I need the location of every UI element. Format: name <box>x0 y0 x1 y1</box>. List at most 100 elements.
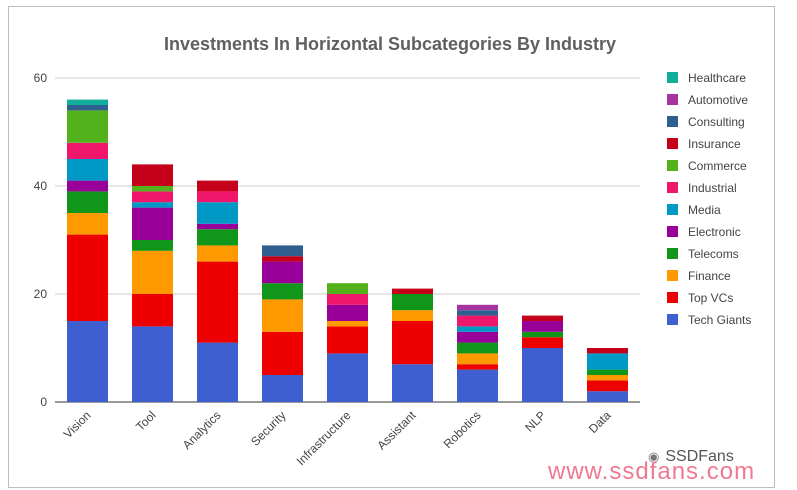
bar-segment <box>262 283 303 300</box>
bar-segment <box>457 353 498 365</box>
bar-segment <box>522 321 563 332</box>
bar-segment <box>67 159 108 181</box>
legend-label: Top VCs <box>688 291 733 305</box>
bar-segment <box>457 331 498 343</box>
bar-segment <box>327 304 368 321</box>
legend-swatch <box>667 116 678 127</box>
bar-segment <box>132 294 173 327</box>
bar-segment <box>67 213 108 235</box>
legend-swatch <box>667 138 678 149</box>
legend-swatch <box>667 292 678 303</box>
bar-segment <box>392 310 433 321</box>
x-tick-label: Infrastructure <box>294 408 354 468</box>
bar-segment <box>262 331 303 375</box>
bar-segment <box>197 261 238 343</box>
bar-segment <box>327 283 368 294</box>
bar-segment <box>392 321 433 365</box>
bar-segment <box>262 375 303 402</box>
y-tick-label: 0 <box>40 395 47 409</box>
legend-swatch <box>667 182 678 193</box>
x-tick-label: Assistant <box>374 408 419 453</box>
x-tick-label: Robotics <box>441 408 484 451</box>
y-tick-label: 60 <box>34 71 48 85</box>
legend-swatch <box>667 72 678 83</box>
bar-segment <box>457 304 498 311</box>
watermark-url: www.ssdfans.com <box>548 458 756 485</box>
bar-segment <box>132 164 173 186</box>
legend-swatch <box>667 94 678 105</box>
legend-swatch <box>667 248 678 259</box>
y-tick-label: 20 <box>34 287 48 301</box>
bar-segment <box>197 191 238 203</box>
legend-label: Healthcare <box>688 71 746 85</box>
bar-segment <box>197 202 238 224</box>
legend-label: Media <box>688 203 721 217</box>
bar-segment <box>587 348 628 354</box>
bar-segment <box>327 353 368 402</box>
bar-segment <box>587 353 628 370</box>
bar-segment <box>132 202 173 208</box>
legend-label: Electronic <box>688 225 741 239</box>
bar-segment <box>522 315 563 321</box>
bar-segment <box>67 321 108 402</box>
bar-segment <box>197 223 238 230</box>
bar-segment <box>67 105 108 111</box>
x-tick-label: Analytics <box>180 408 224 452</box>
legend-label: Telecoms <box>688 247 739 261</box>
y-tick-label: 40 <box>34 179 48 193</box>
legend-label: Consulting <box>688 115 745 129</box>
bar-segment <box>67 110 108 143</box>
bar-segment <box>197 180 238 192</box>
bar-segment <box>392 364 433 402</box>
bar-segment <box>327 294 368 305</box>
bar-segment <box>587 391 628 402</box>
bar-segment <box>132 250 173 294</box>
legend-label: Finance <box>688 269 731 283</box>
bar-segment <box>457 326 498 332</box>
x-tick-label: NLP <box>522 408 548 434</box>
bar-segment <box>522 337 563 348</box>
bar-segment <box>132 240 173 251</box>
bar-segment <box>67 234 108 321</box>
bar-segment <box>522 331 563 338</box>
chart-title: Investments In Horizontal Subcategories … <box>163 34 617 54</box>
bar-segment <box>392 294 433 311</box>
bar-segment <box>457 369 498 402</box>
bar-segment <box>262 261 303 284</box>
legend-label: Automotive <box>688 93 748 107</box>
bar-segment <box>327 326 368 354</box>
bar-segment <box>457 364 498 370</box>
bar-segment <box>132 191 173 203</box>
bar-segment <box>522 348 563 402</box>
bar-segment <box>327 321 368 327</box>
wechat-icon: ◉ <box>648 449 660 464</box>
legend-swatch <box>667 160 678 171</box>
bar-segment <box>587 380 628 392</box>
bar-segment <box>262 256 303 262</box>
bar-segment <box>262 299 303 332</box>
legend-swatch <box>667 226 678 237</box>
bar-segment <box>587 369 628 375</box>
x-tick-label: Vision <box>61 408 94 441</box>
bar-segment <box>132 186 173 192</box>
bar-segment <box>67 99 108 105</box>
bar-segment <box>262 245 303 257</box>
x-tick-label: Data <box>586 408 614 436</box>
watermark-brand: ◉ SSDFans <box>648 448 734 466</box>
legend-label: Commerce <box>688 159 747 173</box>
bar-segment <box>67 191 108 213</box>
legend-label: Tech Giants <box>688 313 751 327</box>
bars <box>67 99 628 402</box>
bar-segment <box>457 310 498 316</box>
legend-swatch <box>667 204 678 215</box>
bar-segment <box>132 207 173 240</box>
watermark-brand-text: SSDFans <box>665 448 734 465</box>
bar-segment <box>197 342 238 402</box>
y-axis-ticks: 0 20 40 60 <box>34 71 48 409</box>
bar-segment <box>392 288 433 294</box>
legend: Healthcare Automotive Consulting Insurance C… <box>667 71 751 327</box>
bar-segment <box>197 229 238 246</box>
bar-segment <box>132 326 173 402</box>
legend-swatch <box>667 270 678 281</box>
